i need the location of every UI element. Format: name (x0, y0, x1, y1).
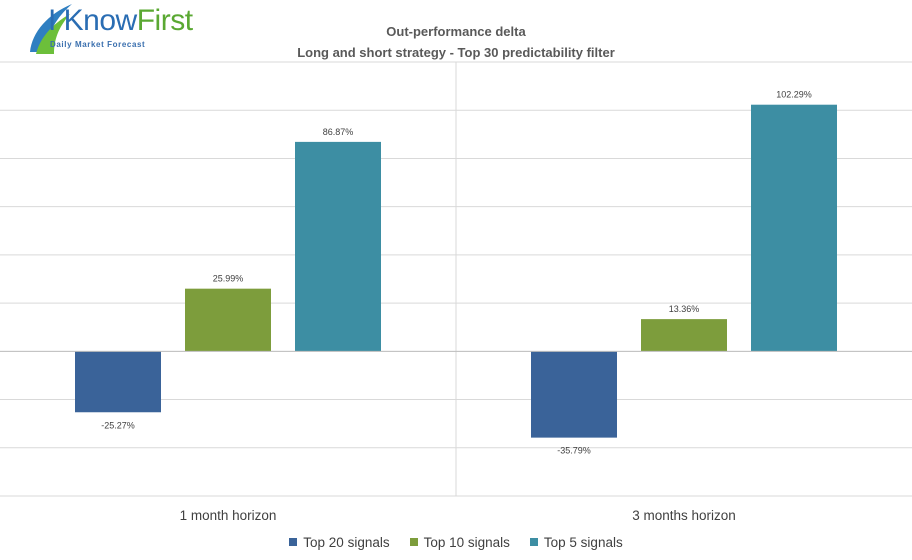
bar (531, 351, 617, 438)
chart-legend: Top 20 signals Top 10 signals Top 5 signal… (0, 534, 912, 550)
data-label: 25.99% (213, 274, 244, 284)
legend-label: Top 20 signals (303, 534, 390, 550)
category-label: 3 months horizon (632, 508, 736, 523)
legend-swatch (529, 538, 538, 546)
chart-subtitle: Long and short strategy - Top 30 predict… (297, 45, 615, 60)
legend-item: Top 20 signals (289, 534, 390, 550)
bar (641, 319, 727, 352)
bar (751, 104, 837, 352)
bar-chart: -25.27% 25.99% 86.87% 1 month horizon -35.79… (0, 61, 912, 523)
data-label: 13.36% (669, 304, 700, 314)
brand-tagline: Daily Market Forecast (50, 40, 146, 49)
data-label: -35.79% (557, 446, 591, 456)
data-label: 86.87% (323, 127, 354, 137)
legend-swatch (289, 538, 298, 546)
data-label: -25.27% (101, 420, 135, 430)
chart-title: Out-performance delta (386, 24, 526, 39)
bar (185, 288, 271, 352)
brand-logo (30, 4, 72, 54)
data-label: 102.29% (776, 90, 812, 100)
legend-label: Top 5 signals (543, 534, 623, 550)
legend-swatch (409, 538, 418, 546)
bar (295, 141, 381, 352)
bar (75, 351, 161, 413)
category-label: 1 month horizon (180, 508, 277, 523)
logo-swoosh-icon (30, 4, 72, 54)
brand-name: I KnowFirst (48, 4, 193, 37)
legend-item: Top 10 signals (409, 534, 510, 550)
legend-item: Top 5 signals (529, 534, 623, 550)
legend-label: Top 10 signals (423, 534, 510, 550)
